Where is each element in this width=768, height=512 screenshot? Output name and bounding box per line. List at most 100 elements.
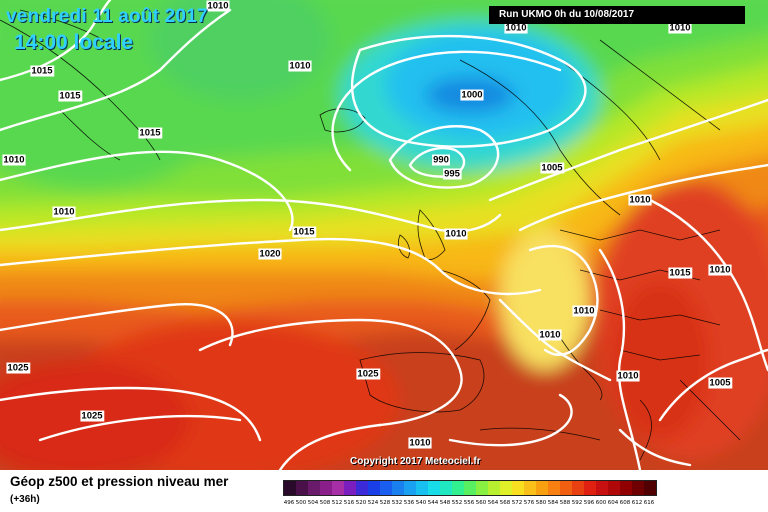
scale-label: 544 [427,500,439,506]
scale-label: 616 [643,500,655,506]
isobar-label-bg [572,305,596,317]
coastlines [0,9,741,461]
isobar-label-bg [288,60,312,72]
isobar-value-label: 1000 [461,90,482,101]
scale-label: 516 [343,500,355,506]
isobar-label-bg [58,90,83,102]
isobar-label-bg [708,264,732,276]
isobar-value-label: 1020 [259,249,280,260]
scale-swatch [524,481,536,495]
scale-label: 608 [619,500,631,506]
scale-swatch [560,481,572,495]
scale-label: 552 [451,500,463,506]
scale-label: 500 [295,500,307,506]
isobars [0,0,768,470]
isobar-value-label: 1010 [505,23,526,34]
isobar-label-bg [206,0,230,12]
isobar-value-label: 1010 [409,438,430,449]
legend-title: Géop z500 et pression niveau mer [10,474,229,489]
isobar-value-label: 1010 [3,155,24,166]
scale-label: 592 [571,500,583,506]
scale-swatch [404,481,416,495]
isobar-label-bg [504,22,528,34]
scale-swatch [596,481,608,495]
isobar-label-bg [616,370,640,382]
scale-label: 600 [595,500,607,506]
isobar-label-bg [408,437,432,449]
isobar-label-bg [540,162,565,174]
isobar-label-bg [444,228,468,240]
scale-label: 572 [511,500,523,506]
scale-label: 596 [583,500,595,506]
isobar-label-bg [292,226,317,238]
scale-swatch [320,481,332,495]
scale-swatch [380,481,392,495]
isobar-label-bg [538,329,562,341]
isobar-label-bg [6,362,31,374]
isobar-value-label: 995 [444,169,461,180]
isobar-value-label: 1015 [293,227,315,238]
model-run-label: Run UKMO 0h du 10/08/2017 [489,6,745,24]
scale-swatch [608,481,620,495]
scale-swatch [632,481,644,495]
weather-map: 1010 1010 1010 1015 1015 1015 1010 1010 1000 990 9… [0,0,768,470]
isobar-label-bg [628,194,652,206]
isobar-value-label: 1015 [59,91,81,102]
isobar-label-bg [258,248,282,260]
scale-swatch [644,481,656,495]
scale-swatch [356,481,368,495]
scale-label: 548 [439,500,451,506]
isobar-label-bg [432,154,450,166]
isobar-value-label: 1010 [53,207,74,218]
isobar-label-bg [708,377,733,389]
scale-label: 528 [379,500,391,506]
scale-label: 496 [283,500,295,506]
isobar-value-label: 1015 [669,268,691,279]
isobar-value-label: 1010 [445,229,466,240]
scale-swatch [464,481,476,495]
scale-swatch [476,481,488,495]
scale-label: 532 [391,500,403,506]
isobar-label-bg [460,89,484,101]
isobar-value-label: 1010 [573,306,594,317]
scale-swatch [548,481,560,495]
scale-swatch [416,481,428,495]
scale-label: 588 [559,500,571,506]
isobar-value-label: 990 [433,155,449,166]
scale-label: 504 [307,500,319,506]
isobar-value-label: 1015 [139,128,161,139]
scale-swatch [512,481,524,495]
isobar-label-bg [80,410,105,422]
isobar-value-label: 1005 [709,378,731,389]
scale-swatch [332,481,344,495]
scale-label: 564 [487,500,499,506]
scale-swatch [296,481,308,495]
scale-swatch [368,481,380,495]
copyright-notice: Copyright 2017 Meteociel.fr [350,456,481,467]
isobar-value-label: 1025 [81,411,103,422]
isobar-labels: 1010 1010 1010 1015 1015 1015 1010 1010 1000 990 9… [2,0,733,449]
scale-swatch [440,481,452,495]
scale-swatch [536,481,548,495]
scale-label: 540 [415,500,427,506]
isobar-label-bg [138,127,163,139]
scale-swatch [488,481,500,495]
scale-swatch [500,481,512,495]
scale-label: 568 [499,500,511,506]
valid-time: 14:00 locale [14,31,134,54]
geopotential-field [0,0,768,470]
isobar-value-label: 1010 [709,265,730,276]
scale-label: 508 [319,500,331,506]
scale-label: 612 [631,500,643,506]
scale-label: 556 [463,500,475,506]
valid-date: vendredi 11 août 2017 [6,6,208,27]
color-scale [283,480,657,496]
isobar-value-label: 1010 [207,1,228,12]
map-canvas: 1010 1010 1010 1015 1015 1015 1010 1010 1000 990 9… [0,0,768,470]
scale-swatch [284,481,296,495]
scale-swatch [620,481,632,495]
isobar-label-bg [668,267,693,279]
isobar-value-label: 1010 [539,330,560,341]
isobar-value-label: 1025 [357,369,379,380]
isobar-label-bg [668,22,692,34]
